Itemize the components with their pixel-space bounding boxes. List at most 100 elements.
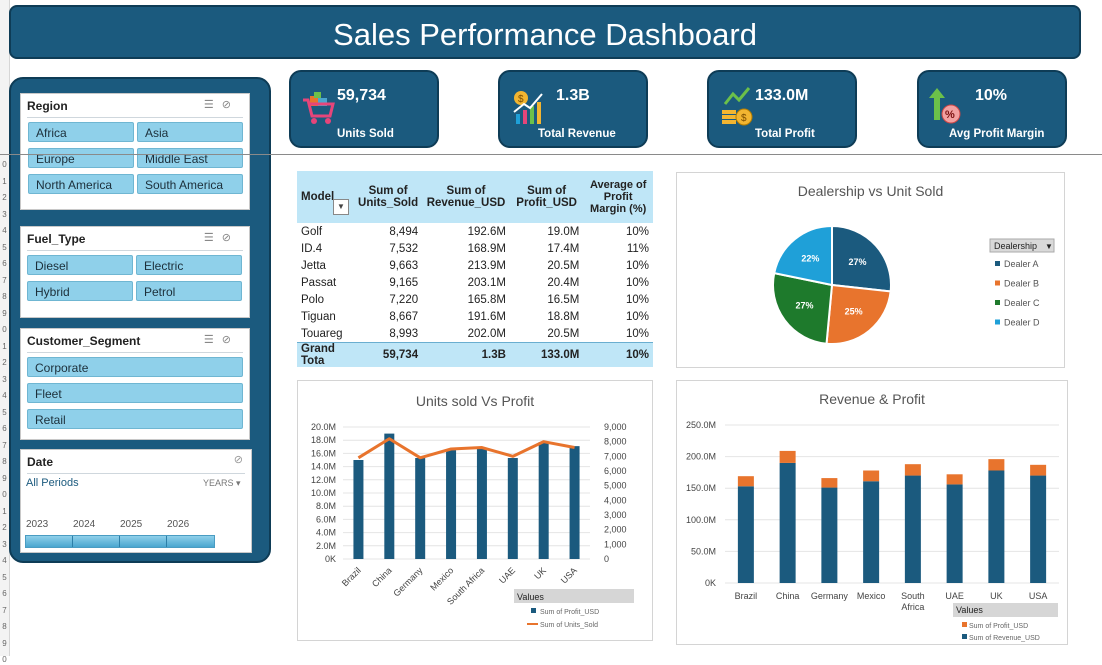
revenue-bar[interactable] xyxy=(821,487,838,583)
clear-filter-icon[interactable]: ⊘ xyxy=(221,99,239,111)
profit-bar[interactable] xyxy=(353,460,364,559)
pie-slice[interactable] xyxy=(831,224,892,293)
legend-title: Dealership xyxy=(994,241,1037,251)
y-tick-label: 100.0M xyxy=(686,515,716,525)
revenue-bar[interactable] xyxy=(863,481,880,583)
revenue-bar[interactable] xyxy=(904,475,921,583)
revenue-bar[interactable] xyxy=(779,462,796,583)
pie-slice[interactable] xyxy=(773,224,833,287)
pie-data-label: 25% xyxy=(845,307,863,317)
revenue-bar[interactable] xyxy=(946,484,963,583)
pivot-cell: 10% xyxy=(625,293,649,306)
pie-slice[interactable] xyxy=(825,283,892,345)
profit-bar[interactable] xyxy=(569,446,580,559)
pivot-row[interactable]: Tiguan 8,667 191.6M 18.8M 10% xyxy=(297,308,653,325)
slicer-item-south-america[interactable]: South America xyxy=(137,174,243,194)
multi-select-icon[interactable]: ☰ xyxy=(203,99,222,111)
pivot-row[interactable]: ID.4 7,532 168.9M 17.4M 11% xyxy=(297,240,653,257)
x-tick-label: Mexico xyxy=(428,565,455,592)
profit-bar[interactable] xyxy=(779,450,796,463)
legend-title: Values xyxy=(956,605,983,615)
slicer-item-hybrid[interactable]: Hybrid xyxy=(27,281,133,301)
profit-bar[interactable] xyxy=(904,464,921,476)
profit-bar[interactable] xyxy=(737,476,754,487)
pie-slice[interactable] xyxy=(772,271,834,345)
pivot-cell: 20.5M xyxy=(547,259,580,272)
pivot-total-row[interactable]: Grand Tota 59,734 1.3B 133.0M 10% xyxy=(297,342,653,367)
multi-select-icon[interactable]: ☰ xyxy=(203,232,222,244)
pivot-row[interactable]: Polo 7,220 165.8M 16.5M 10% xyxy=(297,291,653,308)
revenue-profit-chart: 0K 50.0M 100.0M 150.0M 200.0M 250.0M Brazil Chi… xyxy=(686,420,1059,642)
clear-filter-icon[interactable]: ⊘ xyxy=(221,232,239,244)
slicer-item-africa[interactable]: Africa xyxy=(28,122,134,142)
slicer-item-retail[interactable]: Retail xyxy=(27,409,243,429)
profit-bar[interactable] xyxy=(446,450,457,559)
slicer-item-fleet[interactable]: Fleet xyxy=(27,383,243,403)
profit-bar[interactable] xyxy=(507,458,518,559)
slicer-item-asia[interactable]: Asia xyxy=(137,122,243,142)
legend-title-field[interactable] xyxy=(953,603,1058,617)
pie-chart-box: Dealership vs Unit Sold 27% 25% 27% 22% Deal… xyxy=(676,172,1065,368)
x-tick-label: Brazil xyxy=(340,565,363,588)
profit-bar[interactable] xyxy=(1030,464,1047,476)
profit-bar[interactable] xyxy=(946,474,963,485)
pivot-row[interactable]: Touareg 8,993 202.0M 20.5M 10% xyxy=(297,325,653,343)
slicer-item-europe[interactable]: Europe xyxy=(28,148,134,168)
slicer-item-corporate[interactable]: Corporate xyxy=(27,357,243,377)
row-number: 5 xyxy=(2,572,7,582)
revenue-bar[interactable] xyxy=(988,470,1005,583)
profit-bar[interactable] xyxy=(415,458,426,559)
pivot-cell: 168.9M xyxy=(467,242,506,255)
legend-title: Values xyxy=(517,592,544,602)
profit-bar[interactable] xyxy=(821,478,838,488)
y-left-tick-label: 8.0M xyxy=(316,501,336,511)
y-right-tick-label: 4,000 xyxy=(604,495,627,505)
legend-swatch xyxy=(995,319,1000,325)
legend-swatch xyxy=(995,261,1000,266)
svg-text:$: $ xyxy=(518,94,524,105)
slicer-tools: ☰⊘ xyxy=(204,98,239,111)
legend-label: Dealer C xyxy=(1004,298,1040,308)
y-right-tick-label: 3,000 xyxy=(604,510,627,520)
row-number: 0 xyxy=(2,655,7,664)
pivot-cell: 16.5M xyxy=(547,293,580,306)
profit-bar[interactable] xyxy=(863,470,880,482)
legend-swatch xyxy=(962,622,967,627)
pivot-cell: Passat xyxy=(301,276,337,289)
pivot-header: Sum of Revenue_USD xyxy=(422,171,510,223)
legend-title-field[interactable] xyxy=(989,238,1055,253)
kpi-label: Total Profit xyxy=(755,128,815,140)
units-sold-line[interactable] xyxy=(357,437,575,460)
timeline-divider xyxy=(119,536,120,547)
slicer-item-diesel[interactable]: Diesel xyxy=(27,255,133,275)
multi-select-icon[interactable]: ☰ xyxy=(203,334,222,346)
timeline-bar[interactable] xyxy=(25,535,215,548)
clear-filter-icon[interactable]: ⊘ xyxy=(221,334,239,346)
revenue-bar[interactable] xyxy=(737,486,754,583)
slicer-item-petrol[interactable]: Petrol xyxy=(136,281,242,301)
pivot-row[interactable]: Golf 8,494 192.6M 19.0M 10% xyxy=(297,223,653,240)
row-number: 5 xyxy=(2,242,7,252)
filter-dropdown-icon[interactable]: ▼ xyxy=(333,199,349,215)
legend-label: Dealer A xyxy=(1004,259,1039,269)
pivot-header-label: Model xyxy=(301,191,335,203)
legend-title-field[interactable] xyxy=(514,589,634,603)
x-tick-label: UK xyxy=(990,591,1003,601)
profit-bar[interactable] xyxy=(384,433,395,559)
slicer-item-electric[interactable]: Electric xyxy=(136,255,242,275)
pivot-cell: 18.8M xyxy=(547,310,580,323)
pivot-row[interactable]: Jetta 9,663 213.9M 20.5M 10% xyxy=(297,257,653,274)
profit-bar[interactable] xyxy=(988,459,1005,471)
pivot-cell: 59,734 xyxy=(354,342,423,367)
slicer-item-north-america[interactable]: North America xyxy=(28,174,134,194)
slicer-item-middle-east[interactable]: Middle East xyxy=(137,148,243,168)
timeline-level-dropdown[interactable]: YEARS ▾ xyxy=(203,478,241,489)
pivot-cell: 20.4M xyxy=(547,276,580,289)
pivot-row[interactable]: Passat 9,165 203.1M 20.4M 10% xyxy=(297,274,653,291)
clear-filter-icon[interactable]: ⊘ xyxy=(233,454,243,466)
profit-bar[interactable] xyxy=(476,448,487,559)
profit-bar[interactable] xyxy=(538,442,549,559)
revenue-bar[interactable] xyxy=(1030,475,1047,583)
date-timeline-title: Date xyxy=(27,455,54,469)
y-right-tick-label: 8,000 xyxy=(604,437,627,447)
